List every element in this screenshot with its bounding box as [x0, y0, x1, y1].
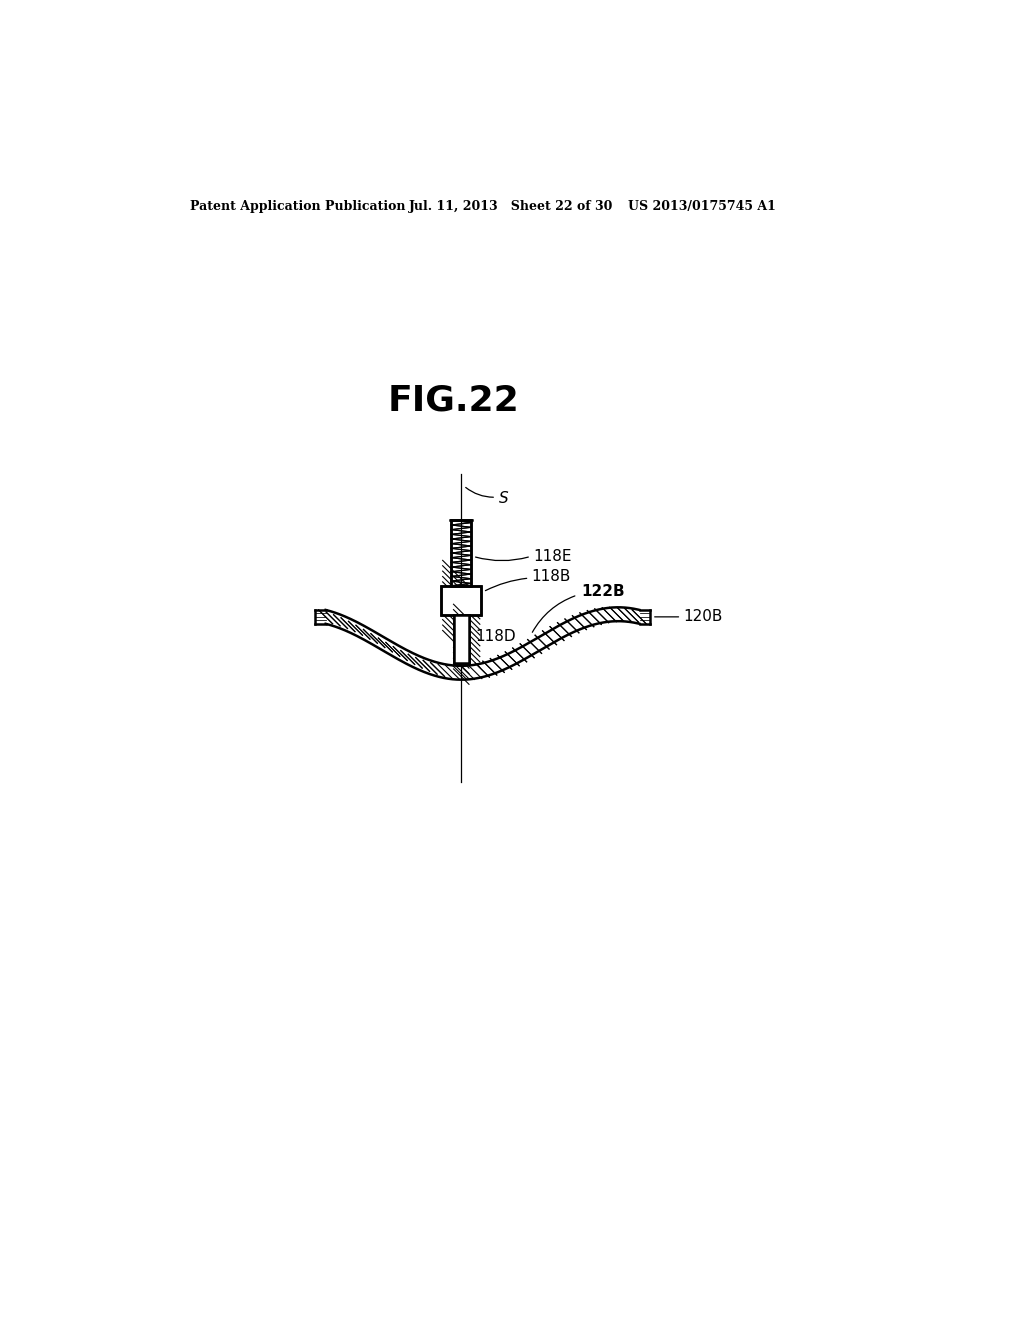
Text: US 2013/0175745 A1: US 2013/0175745 A1 — [628, 199, 776, 213]
Polygon shape — [454, 615, 469, 663]
Text: Patent Application Publication: Patent Application Publication — [190, 199, 406, 213]
Text: 118E: 118E — [534, 549, 571, 564]
Text: 118D: 118D — [475, 630, 516, 644]
Polygon shape — [441, 586, 481, 615]
Text: 122B: 122B — [582, 583, 625, 599]
Text: S: S — [499, 491, 508, 507]
Text: Jul. 11, 2013   Sheet 22 of 30: Jul. 11, 2013 Sheet 22 of 30 — [409, 199, 613, 213]
Polygon shape — [454, 615, 469, 663]
Text: FIG.22: FIG.22 — [388, 384, 519, 418]
Text: 120B: 120B — [684, 610, 723, 624]
Text: 118B: 118B — [531, 569, 571, 583]
